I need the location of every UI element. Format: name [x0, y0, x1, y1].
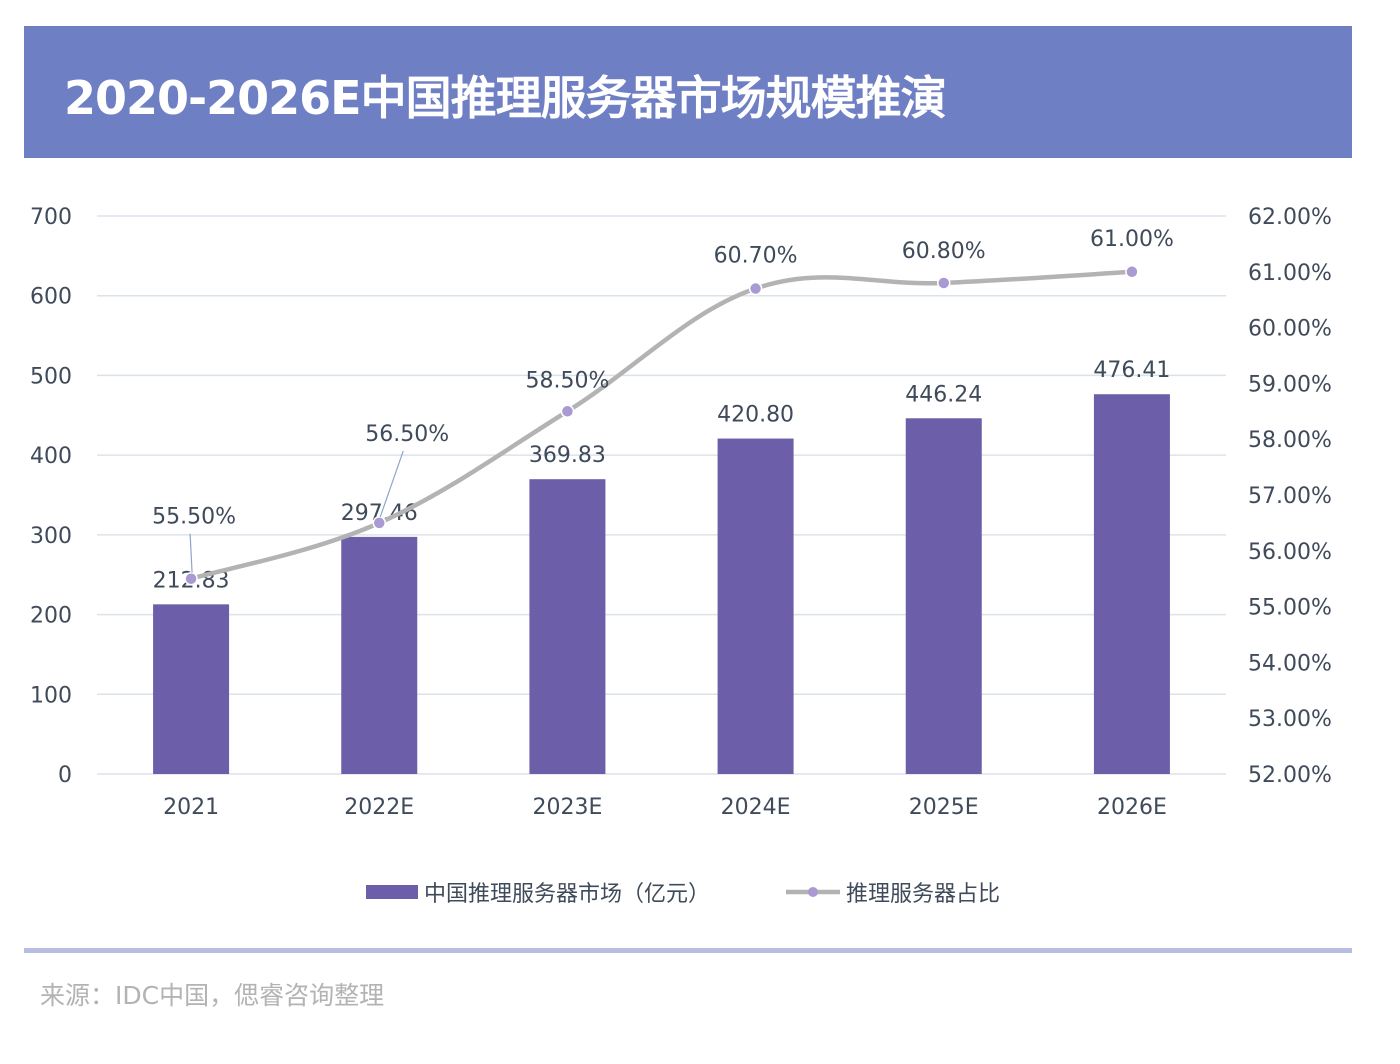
right-axis-tick-label: 61.00%: [1248, 261, 1332, 286]
x-axis-labels: 2021 2022E 2023E 2024E 2025E 2026E: [163, 795, 1167, 820]
line-path: [188, 269, 1135, 581]
line-series: [188, 269, 1135, 581]
x-axis-tick-label: 2023E: [532, 795, 602, 820]
line-value-label: 58.50%: [525, 368, 609, 393]
right-axis-tick-label: 55.00%: [1248, 596, 1332, 621]
line-marker: [184, 571, 198, 586]
bar-value-label: 420.80: [717, 403, 794, 428]
label-leader-line: [189, 533, 193, 573]
right-axis-tick-label: 60.00%: [1248, 317, 1332, 342]
legend-bar-label: 中国推理服务器市场（亿元）: [424, 882, 710, 907]
left-axis-tick-label: 400: [30, 444, 72, 469]
line-marker: [748, 281, 763, 296]
label-leader-line: [379, 450, 404, 518]
left-axis-tick-label: 100: [30, 683, 72, 708]
chart-title: 2020-2026E中国推理服务器市场规模推演: [64, 71, 947, 125]
right-axis-tick-label: 52.00%: [1248, 763, 1332, 788]
x-axis-tick-label: 2024E: [721, 795, 791, 820]
right-axis-tick-label: 56.00%: [1248, 540, 1332, 565]
line-marker: [1125, 265, 1139, 279]
x-axis-tick-label: 2022E: [344, 795, 414, 820]
x-axis-tick-label: 2025E: [909, 795, 979, 820]
left-axis-tick-label: 300: [30, 524, 72, 549]
line-value-label: 55.50%: [152, 505, 236, 530]
legend-line-marker: [808, 887, 818, 897]
right-axis-tick-label: 54.00%: [1248, 651, 1332, 676]
left-axis-labels: 0 100 200 300 400 500 600 700: [30, 205, 72, 788]
legend: 中国推理服务器市场（亿元） 推理服务器占比: [366, 882, 1000, 907]
bar: [529, 479, 606, 774]
bar-value-label: 476.41: [1093, 358, 1170, 383]
line-marker: [372, 516, 386, 530]
line-value-label: 56.50%: [365, 422, 449, 447]
bar: [717, 438, 794, 774]
right-axis-tick-label: 58.00%: [1248, 428, 1332, 453]
line-markers: [184, 265, 1139, 586]
bar-value-label: 369.83: [529, 443, 606, 468]
title-banner: 2020-2026E中国推理服务器市场规模推演: [24, 26, 1352, 158]
bar: [905, 418, 982, 774]
gridlines: [97, 215, 1226, 775]
bar-series: [153, 394, 1170, 774]
x-axis-tick-label: 2026E: [1097, 795, 1167, 820]
left-axis-tick-label: 600: [30, 285, 72, 310]
line-value-label: 60.70%: [714, 244, 798, 269]
bar: [153, 604, 230, 774]
footer-divider: [24, 948, 1352, 953]
bar: [1093, 394, 1170, 774]
right-axis-tick-label: 59.00%: [1248, 372, 1332, 397]
line-marker: [560, 404, 575, 419]
left-axis-tick-label: 500: [30, 364, 72, 389]
bar: [341, 536, 418, 774]
legend-line-label: 推理服务器占比: [846, 882, 1000, 907]
line-value-labels: 55.50% 56.50% 58.50% 60.70% 60.80% 61.00%: [152, 227, 1174, 573]
right-axis-tick-label: 62.00%: [1248, 205, 1332, 230]
chart-svg: 0 100 200 300 400 500 600 700 52.00% 53.00% 54.00%…: [30, 205, 1332, 907]
source-note: 来源：IDC中国，偲睿咨询整理: [40, 981, 385, 1010]
line-value-label: 61.00%: [1090, 227, 1174, 252]
left-axis-tick-label: 0: [58, 763, 72, 788]
bar-value-label: 446.24: [905, 382, 982, 407]
left-axis-tick-label: 200: [30, 604, 72, 629]
right-axis-labels: 52.00% 53.00% 54.00% 55.00% 56.00% 57.00% 58.0…: [1248, 205, 1332, 788]
right-axis-tick-label: 57.00%: [1248, 484, 1332, 509]
x-axis-tick-label: 2021: [163, 795, 219, 820]
line-marker: [937, 276, 951, 290]
line-value-label: 60.80%: [902, 239, 986, 264]
legend-bar-swatch: [366, 885, 418, 899]
right-axis-tick-label: 53.00%: [1248, 707, 1332, 732]
left-axis-tick-label: 700: [30, 205, 72, 230]
